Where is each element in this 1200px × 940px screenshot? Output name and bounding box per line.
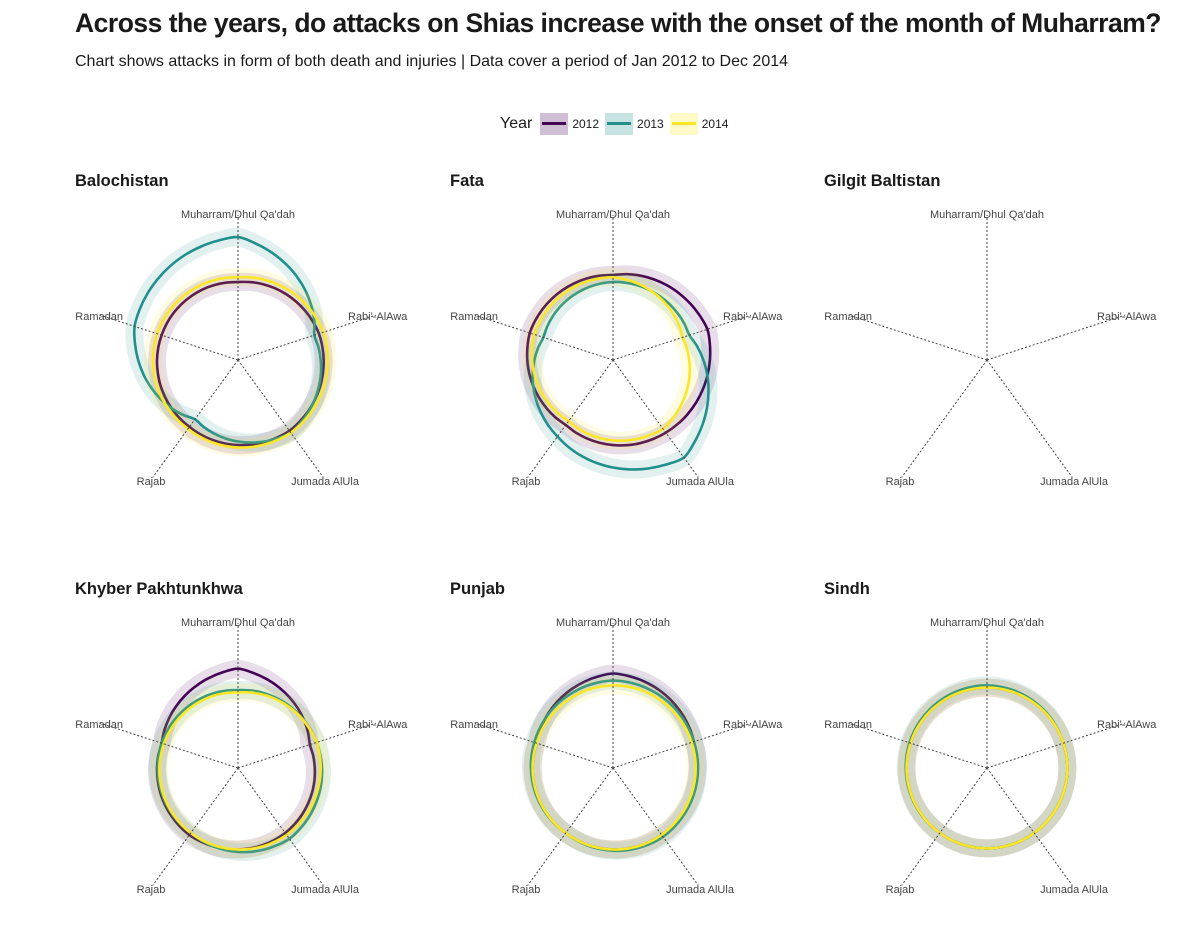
radar-axis bbox=[474, 314, 614, 361]
axis-label: Rabi'-AlAwa bbox=[723, 719, 783, 731]
panel-title: Punjab bbox=[450, 580, 506, 598]
chart-subtitle: Chart shows attacks in form of both deat… bbox=[75, 53, 789, 70]
axis-label: Ramadan bbox=[75, 719, 123, 731]
series-line-2014 bbox=[530, 275, 692, 443]
radar-axis bbox=[152, 767, 239, 886]
axis-label: Ramadan bbox=[824, 311, 872, 323]
legend-label-2014: 2014 bbox=[701, 117, 729, 131]
radar-axis bbox=[901, 767, 988, 886]
axis-label: Ramadan bbox=[450, 311, 498, 323]
radar-axis bbox=[99, 314, 239, 361]
panel-sindh: Sindh Muharram/Dhul Qa'dah Rabi'-AlAwa Jum… bbox=[824, 580, 1184, 940]
axis-label: Ramadan bbox=[450, 719, 498, 731]
axis-label: Muharram/Dhul Qa'dah bbox=[181, 209, 295, 221]
legend-key-2014 bbox=[669, 112, 698, 136]
chart-title: Across the years, do attacks on Shias in… bbox=[75, 8, 1161, 38]
axis-label: Jumada AlUla bbox=[291, 476, 360, 488]
radar-axis bbox=[527, 767, 614, 886]
radar-plot: Muharram/Dhul Qa'dah Rabi'-AlAwa Jumada Al… bbox=[824, 209, 1157, 488]
radar-axis bbox=[901, 359, 988, 478]
radar-axis bbox=[848, 722, 988, 769]
series-line-2014 bbox=[158, 690, 323, 851]
radar-plot: Muharram/Dhul Qa'dah Rabi'-AlAwa Jumada Al… bbox=[75, 617, 408, 896]
radar-axis bbox=[474, 722, 614, 769]
axis-label: Rajab bbox=[886, 476, 915, 488]
radar-axis bbox=[152, 359, 239, 478]
legend-key-2013 bbox=[605, 112, 634, 136]
radar-axis bbox=[612, 314, 752, 361]
panel-title: Fata bbox=[450, 172, 484, 190]
radar-axis bbox=[237, 359, 324, 478]
axis-label: Ramadan bbox=[75, 311, 123, 323]
panel-punjab: Punjab Muharram/Dhul Qa'dah Rabi'-AlAwa Ju… bbox=[450, 580, 810, 940]
panel-gilgit-baltistan: Gilgit Baltistan Muharram/Dhul Qa'dah Rab… bbox=[824, 172, 1184, 532]
radar-plot: Muharram/Dhul Qa'dah Rabi'-AlAwa Jumada Al… bbox=[824, 617, 1157, 896]
axis-label: Ramadan bbox=[824, 719, 872, 731]
panel-khyber-pakhtunkhwa: Khyber Pakhtunkhwa Muharram/Dhul Qa'dah R… bbox=[75, 580, 435, 940]
panel-title: Khyber Pakhtunkhwa bbox=[75, 580, 243, 598]
axis-label: Rabi'-AlAwa bbox=[723, 311, 783, 323]
legend-key-2012 bbox=[540, 112, 569, 136]
panel-balochistan: Balochistan Muharram/Dhul Qa'dah Rabi'-Al… bbox=[75, 172, 435, 532]
axis-label: Jumada AlUla bbox=[1040, 884, 1109, 896]
radar-axis bbox=[612, 722, 752, 769]
axis-label: Rabi'-AlAwa bbox=[1097, 719, 1157, 731]
legend: Year 2012 2013 2014 bbox=[500, 111, 734, 137]
radar-axis bbox=[237, 767, 324, 886]
series-line-2012 bbox=[525, 272, 712, 447]
panel-title: Sindh bbox=[824, 580, 870, 598]
radar-axis bbox=[986, 359, 1073, 478]
legend-title: Year bbox=[500, 115, 533, 132]
series-line-2014 bbox=[905, 686, 1069, 850]
axis-label: Muharram/Dhul Qa'dah bbox=[556, 209, 670, 221]
legend-label-2013: 2013 bbox=[637, 117, 664, 131]
axis-label: Rajab bbox=[512, 884, 541, 896]
radar-axis bbox=[848, 314, 988, 361]
axis-label: Rabi'-AlAwa bbox=[348, 311, 408, 323]
series-line-2014 bbox=[151, 275, 330, 449]
axis-label: Rajab bbox=[137, 476, 166, 488]
panel-title: Balochistan bbox=[75, 172, 169, 190]
radar-axis bbox=[237, 314, 377, 361]
series-line-2014 bbox=[531, 683, 698, 851]
axis-label: Jumada AlUla bbox=[291, 884, 360, 896]
legend-item-2013: 2013 bbox=[605, 112, 664, 136]
axis-label: Jumada AlUla bbox=[666, 884, 735, 896]
legend-item-2014: 2014 bbox=[669, 112, 729, 136]
series-line-2012 bbox=[155, 280, 326, 447]
series-line-2013 bbox=[531, 280, 710, 471]
radar-axis bbox=[986, 767, 1073, 886]
panel-title: Gilgit Baltistan bbox=[824, 172, 941, 190]
legend-label-2012: 2012 bbox=[572, 117, 600, 131]
radar-axis bbox=[986, 722, 1126, 769]
series-line-2013 bbox=[132, 235, 323, 444]
radar-axis bbox=[99, 722, 239, 769]
radar-plot: Muharram/Dhul Qa'dah Rabi'-AlAwa Jumada Al… bbox=[450, 209, 783, 488]
panel-fata: Fata Muharram/Dhul Qa'dah Rabi'-AlAwa Juma… bbox=[450, 172, 810, 532]
axis-label: Muharram/Dhul Qa'dah bbox=[556, 617, 670, 629]
axis-label: Jumada AlUla bbox=[1040, 476, 1109, 488]
axis-label: Muharram/Dhul Qa'dah bbox=[930, 617, 1044, 629]
axis-label: Muharram/Dhul Qa'dah bbox=[930, 209, 1044, 221]
axis-label: Rabi'-AlAwa bbox=[348, 719, 408, 731]
radar-axis bbox=[237, 722, 377, 769]
axis-label: Rajab bbox=[512, 476, 541, 488]
radar-axis bbox=[527, 359, 614, 478]
radar-axis bbox=[612, 767, 699, 886]
axis-label: Muharram/Dhul Qa'dah bbox=[181, 617, 295, 629]
radar-axis bbox=[986, 314, 1126, 361]
axis-label: Rajab bbox=[886, 884, 915, 896]
axis-label: Jumada AlUla bbox=[666, 476, 735, 488]
radar-axis bbox=[612, 359, 699, 478]
axis-label: Rajab bbox=[137, 884, 166, 896]
radar-plot: Muharram/Dhul Qa'dah Rabi'-AlAwa Jumada Al… bbox=[75, 209, 408, 488]
axis-label: Rabi'-AlAwa bbox=[1097, 311, 1157, 323]
legend-item-2012: 2012 bbox=[540, 112, 599, 136]
radar-plot: Muharram/Dhul Qa'dah Rabi'-AlAwa Jumada Al… bbox=[450, 617, 783, 896]
